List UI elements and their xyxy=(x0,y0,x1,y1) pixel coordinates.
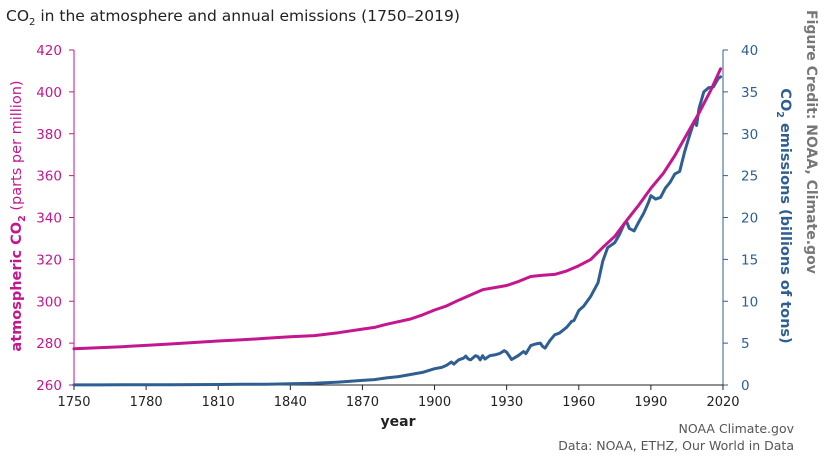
credit-line-1: NOAA Climate.gov xyxy=(679,421,795,436)
x-tick-label: 1900 xyxy=(418,395,451,410)
right-tick-label: 15 xyxy=(741,252,758,268)
right-tick-label: 40 xyxy=(741,43,758,59)
left-tick-label: 400 xyxy=(36,85,62,101)
left-tick-label: 280 xyxy=(36,336,62,352)
credit-line-2: Data: NOAA, ETHZ, Our World in Data xyxy=(558,438,794,453)
right-axis-label: CO2 emissions (billions of tons) xyxy=(774,88,793,343)
left-tick-label: 300 xyxy=(36,294,62,310)
left-tick-label: 380 xyxy=(36,127,62,143)
left-tick-label: 340 xyxy=(36,211,62,227)
x-axis-label: year xyxy=(381,414,416,430)
co2-concentration-line xyxy=(72,67,723,351)
x-tick-label: 1780 xyxy=(130,395,163,410)
left-tick-label: 320 xyxy=(36,252,62,268)
left-axis-ticks: 260 280 300 320 340 360 380 400 420 xyxy=(36,43,74,394)
left-tick-label: 260 xyxy=(36,378,62,394)
right-tick-label: 0 xyxy=(741,378,750,394)
x-tick-label: 1960 xyxy=(562,395,595,410)
chart-title: CO2 in the atmosphere and annual emissio… xyxy=(6,7,460,28)
x-tick-label: 2020 xyxy=(706,395,739,410)
x-tick-label: 1930 xyxy=(490,395,523,410)
left-axis-label: atmospheric CO2 (parts per million) xyxy=(9,80,28,351)
series-layer xyxy=(72,67,723,387)
x-tick-label: 1750 xyxy=(57,395,90,410)
right-tick-label: 30 xyxy=(741,127,758,143)
right-tick-label: 5 xyxy=(741,336,750,352)
x-tick-label: 1840 xyxy=(274,395,307,410)
right-tick-label: 10 xyxy=(741,294,758,310)
co2-emissions-line xyxy=(72,75,723,387)
right-tick-label: 20 xyxy=(741,211,758,227)
right-axis-ticks: 0 5 10 15 20 25 30 35 40 xyxy=(723,43,758,394)
vertical-credit: Figure Credit: NOAA, Climate.gov xyxy=(803,10,819,274)
x-tick-label: 1990 xyxy=(634,395,667,410)
x-tick-label: 1810 xyxy=(202,395,235,410)
right-tick-label: 35 xyxy=(741,85,758,101)
x-tick-label: 1870 xyxy=(346,395,379,410)
right-tick-label: 25 xyxy=(741,169,758,185)
left-tick-label: 360 xyxy=(36,169,62,185)
x-axis-ticks: 1750 1780 1810 1840 1870 1900 1930 1960 1990 2020 xyxy=(57,385,740,410)
left-tick-label: 420 xyxy=(36,43,62,59)
